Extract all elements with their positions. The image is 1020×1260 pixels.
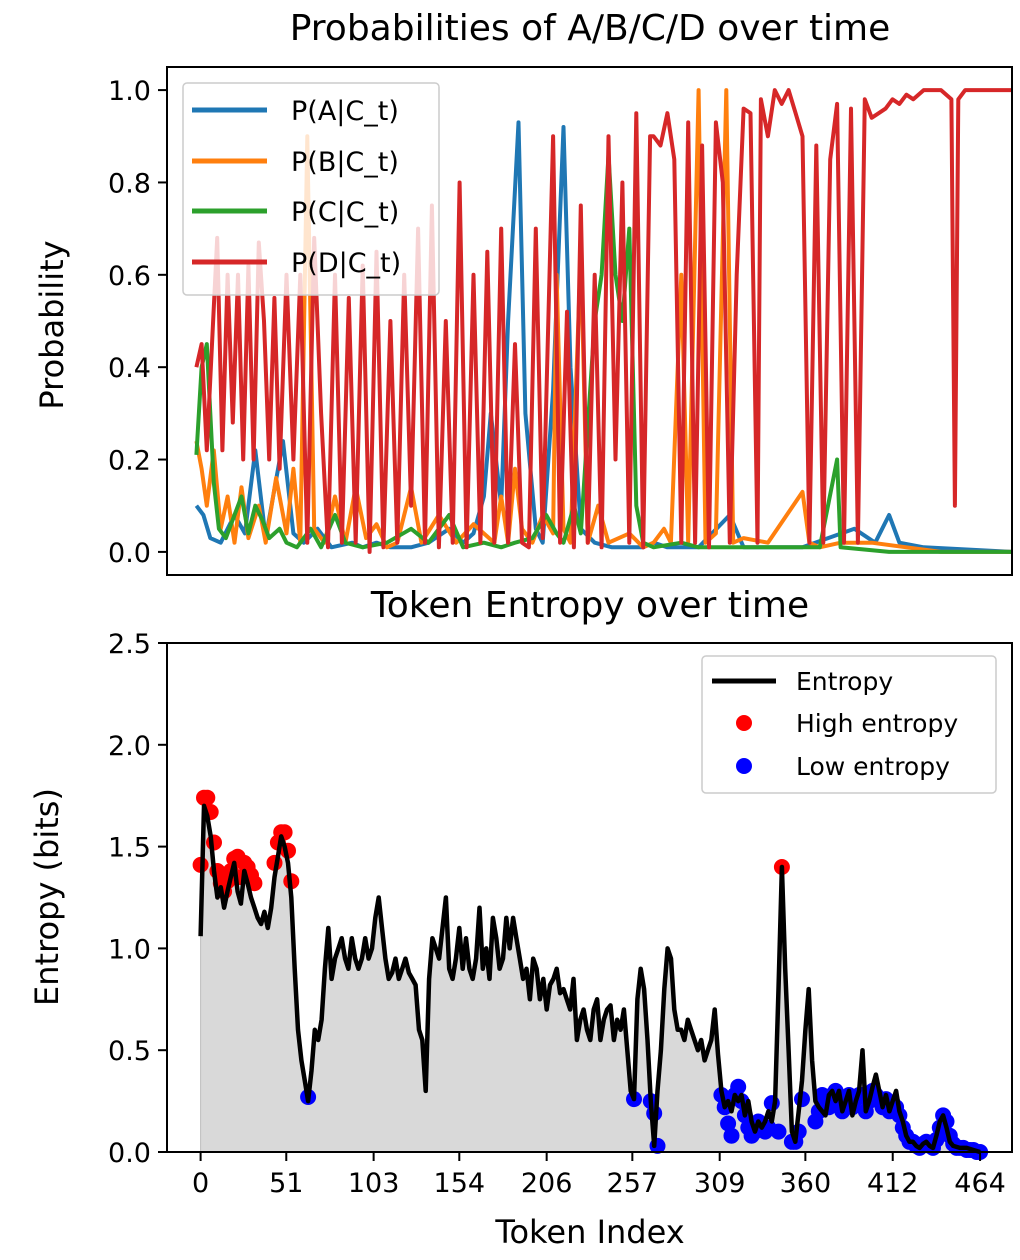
entropy-y-tick-label: 0.0 xyxy=(108,1138,151,1169)
entropy-x-tick-label: 412 xyxy=(867,1168,919,1199)
legend-marker-high xyxy=(736,715,752,731)
prob-y-tick-label: 1.0 xyxy=(108,76,151,107)
entropy-legend: Entropy High entropy Low entropy xyxy=(701,655,997,794)
legend-label-high: High entropy xyxy=(796,709,958,738)
high-entropy-point xyxy=(199,789,216,806)
entropy-x-ticks: 0 51 103 154 206 257 309 360 412 464 xyxy=(192,1152,1006,1199)
entropy-y-axis-label: Entropy (bits) xyxy=(28,788,66,1006)
entropy-x-tick-label: 0 xyxy=(192,1168,209,1199)
entropy-plot-frame xyxy=(166,642,1013,1153)
prob-y-tick-label: 0.2 xyxy=(108,446,151,477)
entropy-chart: Token Entropy over time 0.0 0.5 1.0 1.5 2.0 2… xyxy=(28,585,1013,1251)
low-entropy-point xyxy=(770,1123,787,1140)
prob-series-group xyxy=(194,88,1013,554)
legend-label-b: P(B|C_t) xyxy=(291,147,399,178)
entropy-x-tick-label: 154 xyxy=(434,1168,486,1199)
entropy-x-tick-label: 206 xyxy=(521,1168,573,1199)
prob-y-axis-label: Probability xyxy=(33,240,71,409)
low-entropy-point xyxy=(730,1078,747,1095)
legend-label-d: P(D|C_t) xyxy=(291,248,401,279)
entropy-y-tick-label: 1.0 xyxy=(108,934,151,965)
entropy-y-tick-label: 1.5 xyxy=(108,833,151,864)
prob-chart-title: Probabilities of A/B/C/D over time xyxy=(290,8,891,49)
prob-series-line-2 xyxy=(194,152,1012,554)
prob-y-tick-label: 0.8 xyxy=(108,168,151,199)
prob-legend-box xyxy=(182,82,440,296)
entropy-x-tick-label: 103 xyxy=(348,1168,400,1199)
prob-y-ticks: 0.0 0.2 0.4 0.6 0.8 1.0 xyxy=(108,76,167,569)
prob-series-line-3 xyxy=(194,88,1012,554)
entropy-x-tick-label: 257 xyxy=(607,1168,659,1199)
entropy-y-tick-label: 2.5 xyxy=(108,629,151,660)
entropy-line xyxy=(198,803,981,1155)
entropy-y-tick-label: 0.5 xyxy=(108,1036,151,1067)
entropy-x-tick-label: 51 xyxy=(269,1168,303,1199)
low-entropy-point xyxy=(723,1127,740,1144)
legend-label-entropy: Entropy xyxy=(796,667,893,696)
legend-label-low: Low entropy xyxy=(796,752,950,781)
entropy-x-tick-label: 464 xyxy=(954,1168,1006,1199)
entropy-x-axis-label: Token Index xyxy=(494,1213,684,1251)
entropy-x-tick-label: 360 xyxy=(780,1168,832,1199)
prob-y-tick-label: 0.6 xyxy=(108,261,151,292)
probability-chart: Probabilities of A/B/C/D over time 0.00.… xyxy=(33,8,1013,576)
prob-plot-frame xyxy=(166,66,1013,576)
entropy-chart-title: Token Entropy over time xyxy=(370,585,809,626)
entropy-x-tick-label: 309 xyxy=(694,1168,746,1199)
entropy-y-ticks: 0.0 0.5 1.0 1.5 2.0 2.5 xyxy=(108,629,167,1169)
prob-y-tick-label: 0.4 xyxy=(108,353,151,384)
legend-marker-low xyxy=(736,758,752,774)
prob-legend: P(A|C_t) P(B|C_t) P(C|C_t) P(D|C_t) xyxy=(182,82,440,296)
legend-label-a: P(A|C_t) xyxy=(291,96,399,127)
legend-label-c: P(C|C_t) xyxy=(291,197,399,228)
entropy-plot-group xyxy=(192,789,989,1160)
entropy-y-tick-label: 2.0 xyxy=(108,731,151,762)
prob-y-tick-label: 0.0 xyxy=(108,538,151,569)
low-entropy-point xyxy=(720,1115,737,1132)
entropy-legend-box xyxy=(701,655,997,794)
